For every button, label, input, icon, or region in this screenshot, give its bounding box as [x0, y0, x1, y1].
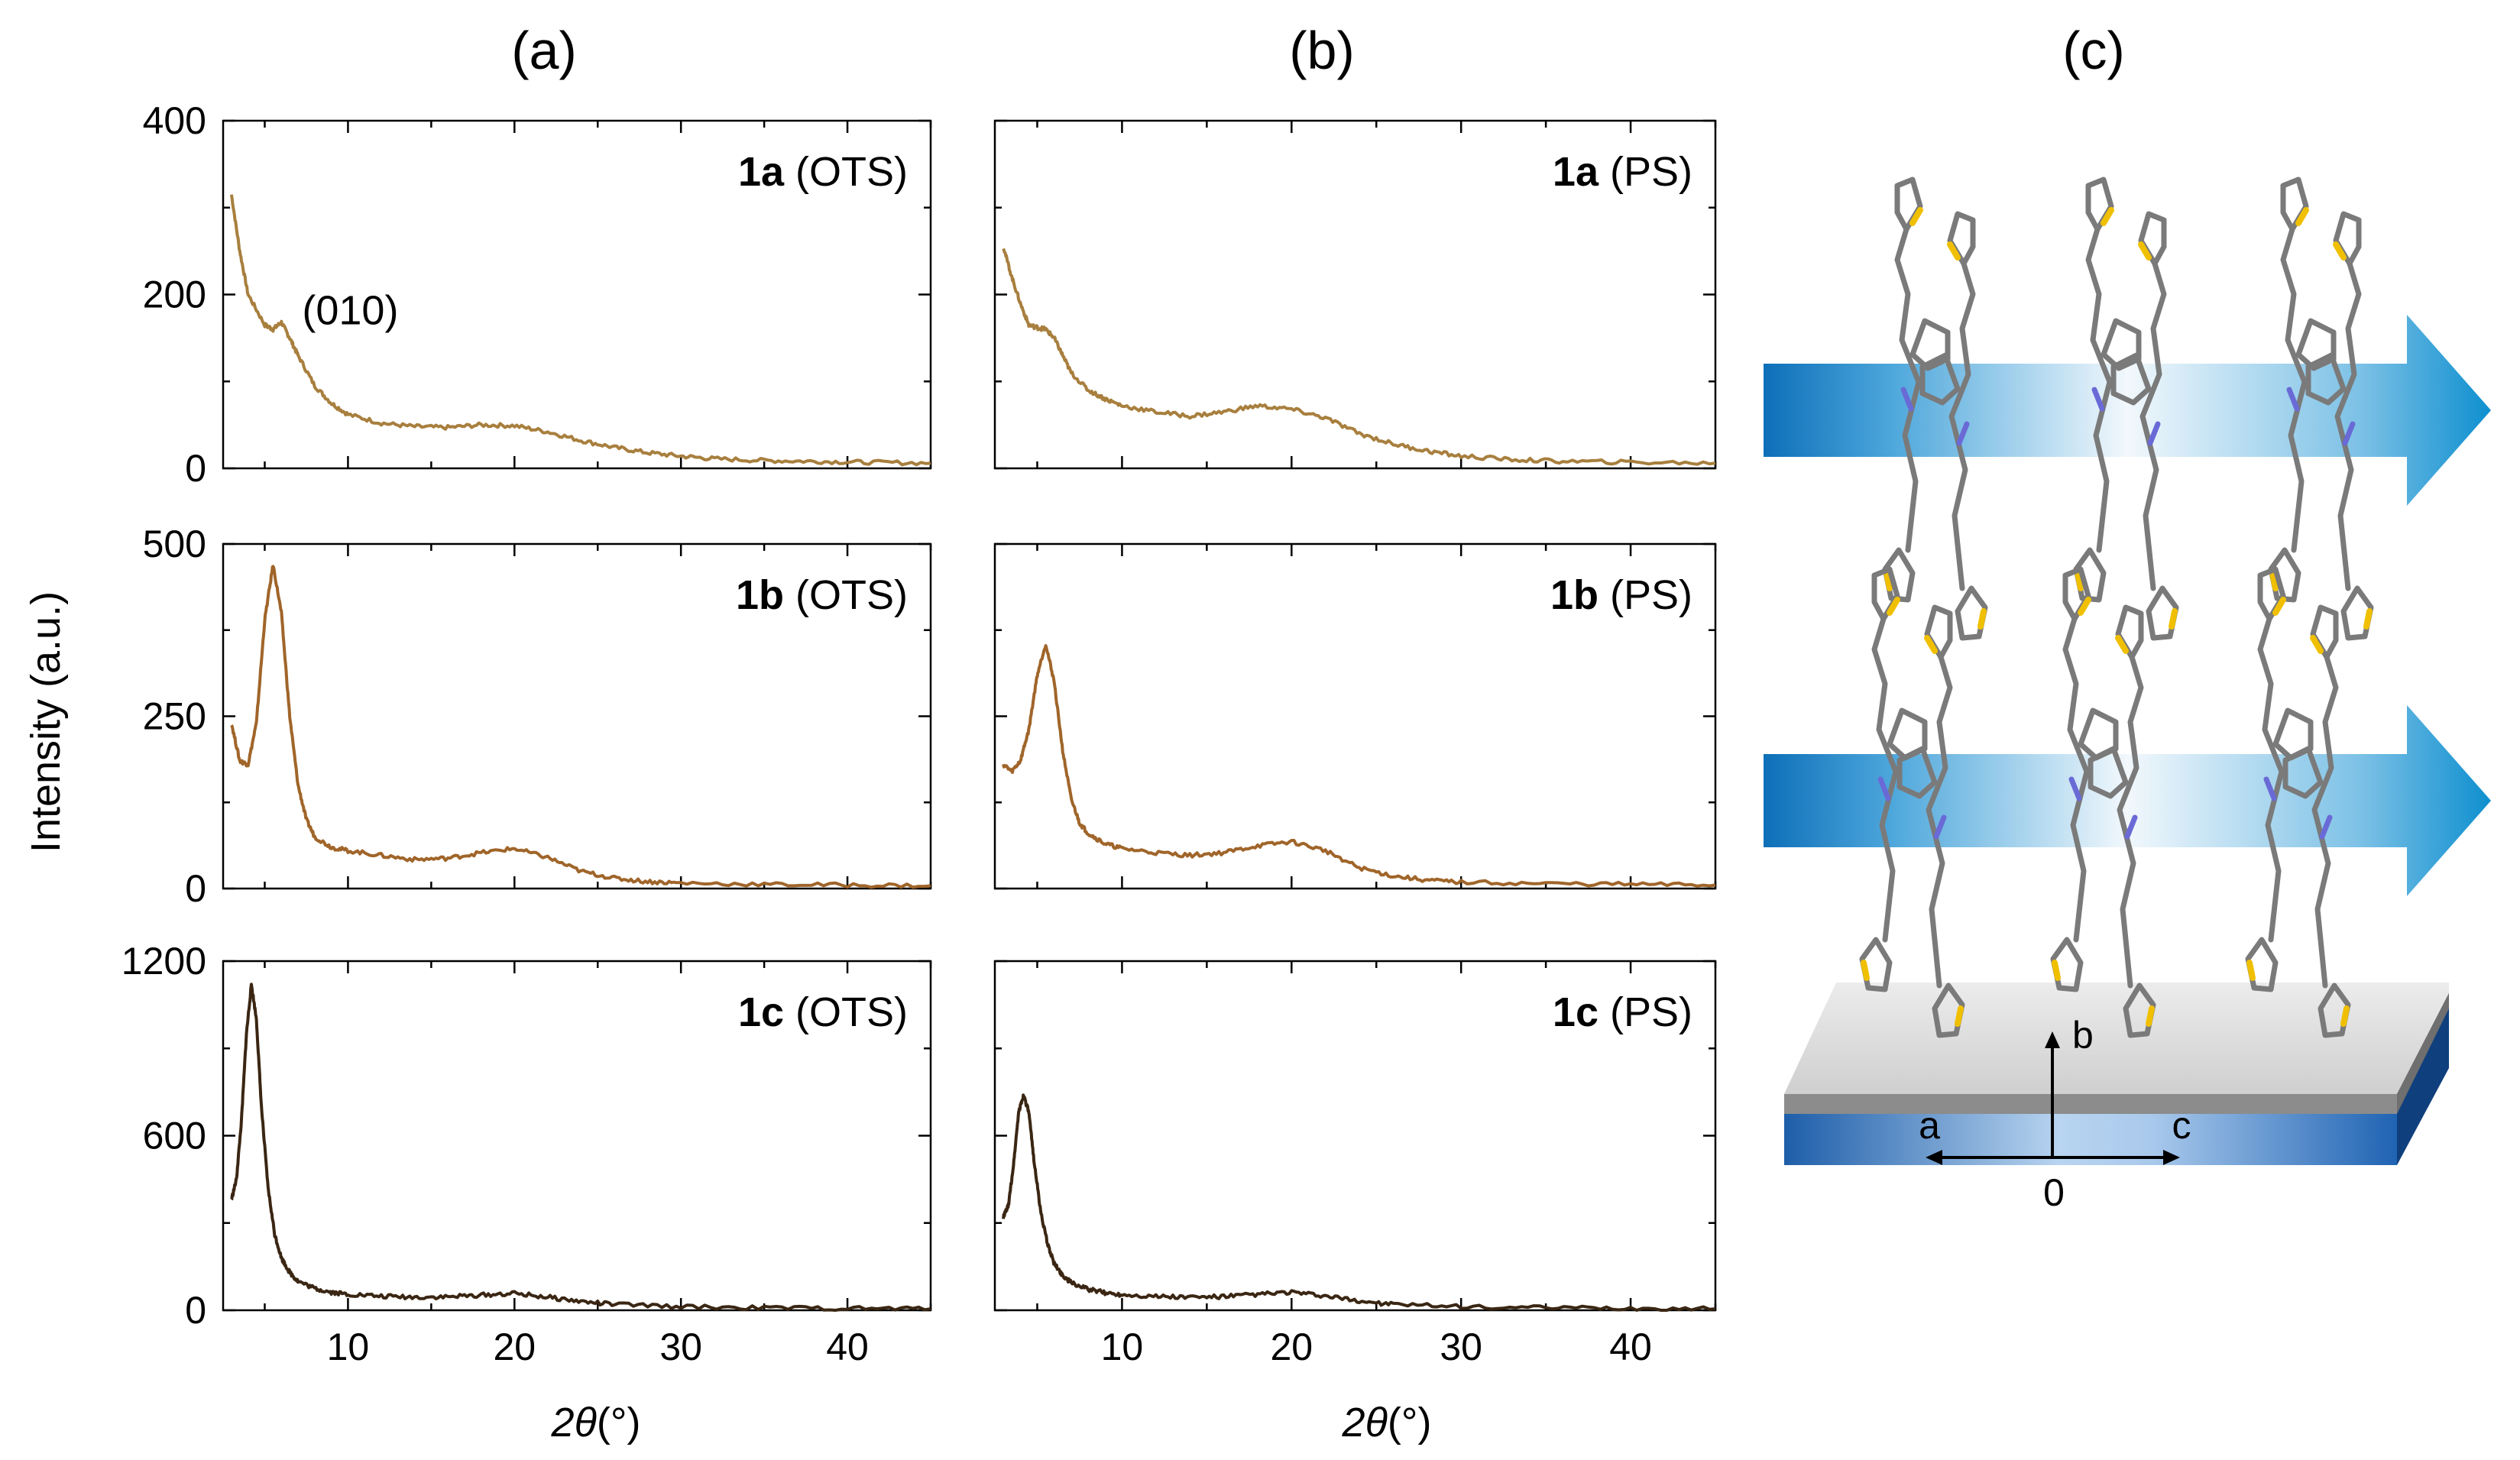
chart-a-1b-substrate: (OTS)	[784, 572, 908, 618]
chart-a-1c-sample-name: 1c	[738, 989, 784, 1035]
molecule-top-1	[1919, 211, 1988, 641]
schematic: b a c 0	[1764, 176, 2491, 1214]
chart-a-1c-xtick-label-10: 10	[327, 1326, 370, 1368]
transport-arrow-bottom	[1764, 705, 2491, 896]
chart-a-1b: 0 250 500 1b (OTS)	[143, 523, 932, 910]
chart-b-1c-xtick-label-10: 10	[1101, 1326, 1144, 1368]
chart-a-1c-xtick-label-30: 30	[659, 1326, 702, 1368]
chart-b-1c-series-line	[1002, 1093, 1716, 1312]
chart-b-1a-series-line	[1002, 248, 1716, 466]
chart-a-1c-sample-label: 1c (OTS)	[738, 989, 908, 1035]
chart-b-1a-sample-label: 1a (PS)	[1553, 149, 1692, 195]
axis-c-head	[2163, 1150, 2180, 1165]
chart-a-1a-ytick-label-400: 400	[143, 99, 206, 142]
chart-b-1a: 1a (PS)	[993, 119, 1717, 470]
chart-b-1c-substrate: (PS)	[1598, 989, 1692, 1035]
chart-a-1a: 0 200 400 1a (OTS) (010)	[143, 99, 932, 490]
chart-b-1c-xtick-label-40: 40	[1609, 1326, 1652, 1368]
chart-a-1b-ytick-label-250: 250	[143, 695, 206, 738]
x-axis-unit-a: (°)	[597, 1400, 641, 1445]
chart-b-1c-sample-name: 1c	[1553, 989, 1598, 1035]
axis-a-head	[1926, 1150, 1942, 1165]
chart-a-1c-series-line	[230, 983, 931, 1312]
chart-a-1c-xtick-label-40: 40	[826, 1326, 869, 1368]
chart-b-1b-sample-label: 1b (PS)	[1550, 572, 1692, 618]
molecule-bottom-11	[2282, 604, 2351, 1038]
panel-label-a: (a)	[511, 21, 577, 80]
substrate-side	[2397, 993, 2449, 1165]
chart-a-1b-ytick-label-0: 0	[185, 867, 206, 910]
x-axis-symbol-a: 2θ	[551, 1400, 597, 1445]
chart-b-1b-substrate: (PS)	[1598, 572, 1692, 618]
chart-a-1b-sample-label: 1b (OTS)	[736, 572, 908, 618]
chart-a-1c-substrate: (OTS)	[784, 989, 908, 1035]
chart-a-1b-series-line	[230, 565, 931, 889]
molecule-top-9	[2305, 211, 2374, 641]
chart-a-1b-ytick-label-500: 500	[143, 523, 206, 565]
chart-b-1b: 1b (PS)	[993, 542, 1717, 890]
panel-label-c: (c)	[2062, 21, 2125, 80]
chart-a-1a-sample-label: 1a (OTS)	[738, 149, 908, 195]
chart-b-1c-xtick-label-30: 30	[1440, 1326, 1482, 1368]
chart-b-1c-sample-label: 1c (PS)	[1553, 989, 1692, 1035]
chart-a-1a-sample-name: 1a	[738, 149, 785, 195]
chart-b-1b-series-line	[1002, 644, 1716, 888]
y-axis-title: Intensity (a.u.)	[23, 591, 69, 853]
chart-a-1c: 10 20 30 40 0 600 1200 1c (OTS)	[121, 940, 932, 1368]
axis-a-label: a	[1919, 1104, 1940, 1147]
substrate-side-gray	[2397, 993, 2449, 1114]
axis-c-label: c	[2172, 1104, 2191, 1147]
molecule-bottom-3	[1896, 604, 1965, 1038]
chart-b-1c: 10 20 30 40 1c (PS)	[993, 960, 1717, 1368]
molecule-layers	[1859, 176, 2374, 1038]
x-axis-symbol-b: 2θ	[1342, 1400, 1388, 1445]
chart-a-1a-ytick-label-200: 200	[143, 274, 206, 316]
x-axis-title-b: 2θ(°)	[1342, 1400, 1432, 1445]
axis-b-label: b	[2072, 1014, 2094, 1057]
chart-a-1c-ytick-label-1200: 1200	[121, 940, 206, 983]
x-axis-title-a: 2θ(°)	[551, 1400, 641, 1445]
chart-a-1a-series-line	[229, 194, 931, 467]
axis-origin-label: 0	[2043, 1171, 2065, 1214]
substrate-top	[1784, 983, 2449, 1094]
chart-a-1a-annotation: (010)	[302, 288, 398, 334]
chart-a-1c-ytick-label-0: 0	[185, 1289, 206, 1332]
chart-a-1c-xtick-label-20: 20	[493, 1326, 536, 1368]
molecule-bottom-10	[2245, 566, 2314, 992]
chart-a-1c-ytick-label-600: 600	[143, 1115, 206, 1157]
chart-a-1b-sample-name: 1b	[736, 572, 784, 618]
substrate-gray-edge	[1784, 1094, 2397, 1114]
x-axis-unit-b: (°)	[1388, 1400, 1432, 1445]
transport-arrow-top	[1764, 315, 2491, 506]
molecule-top-5	[2110, 211, 2179, 641]
chart-a-1a-ytick-label-0: 0	[185, 447, 206, 490]
chart-b-1a-sample-name: 1a	[1553, 149, 1599, 195]
chart-b-1a-substrate: (PS)	[1598, 149, 1692, 195]
panel-label-b: (b)	[1289, 21, 1355, 80]
chart-b-1c-xtick-label-20: 20	[1270, 1326, 1313, 1368]
molecule-bottom-7	[2088, 604, 2156, 1038]
chart-b-1b-sample-name: 1b	[1550, 572, 1598, 618]
axis-b-head	[2045, 1031, 2060, 1048]
chart-a-1a-substrate: (OTS)	[784, 149, 908, 195]
